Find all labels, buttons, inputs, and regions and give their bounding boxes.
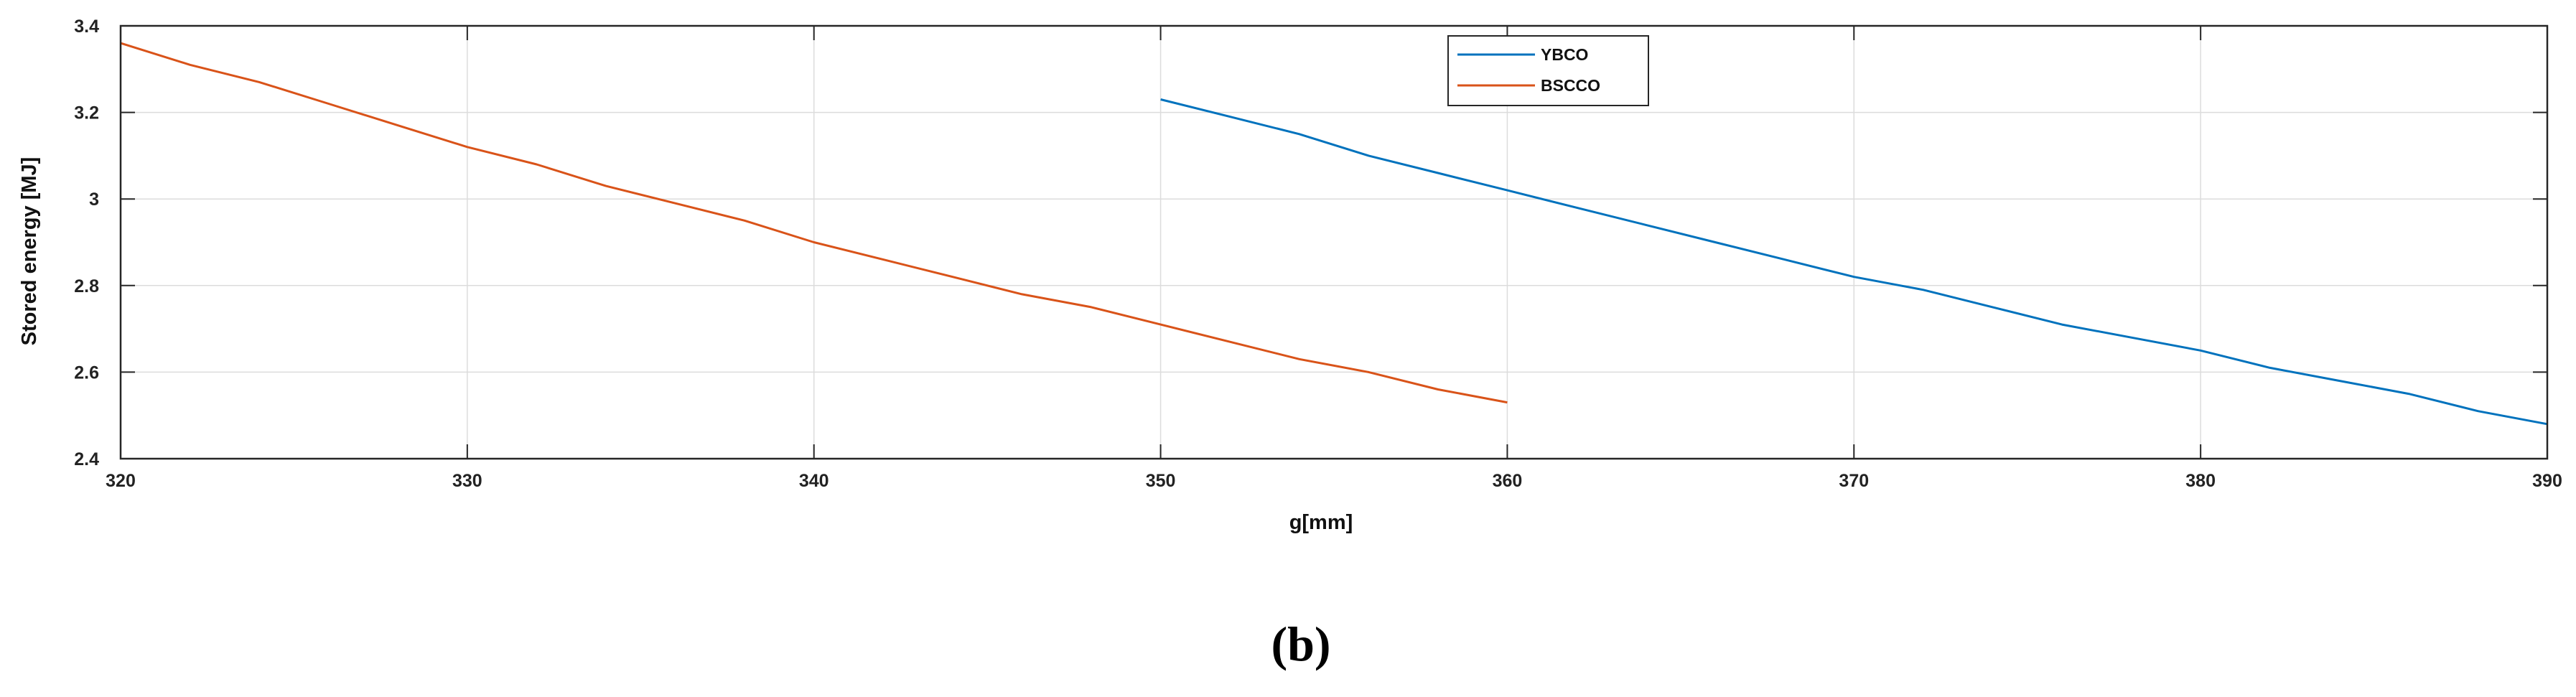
y-tick-label: 3.4 [74, 17, 99, 37]
plot-frame [119, 24, 2549, 460]
legend-label-ybco: YBCO [1541, 45, 1588, 64]
series-line-ybco [1160, 98, 2548, 426]
y-tick-label: 2.8 [74, 276, 99, 296]
y-axis-label: Stored energy [MJ] [18, 157, 41, 346]
y-tick-label: 3 [89, 190, 99, 210]
x-tick-label: 350 [1146, 471, 1176, 491]
x-tick-label: 340 [799, 471, 829, 491]
y-tick-label: 3.2 [74, 103, 99, 123]
tick-labels: 320 330 340 350 360 370 380 390 2.4 2.6 2.8 3 3.2 3.4 [74, 17, 2562, 491]
x-tick-label: 360 [1493, 471, 1523, 491]
legend-box [1447, 35, 1649, 106]
x-tick-label: 370 [1839, 471, 1869, 491]
legend-label-bscco: BSCCO [1541, 76, 1600, 95]
series-layer [120, 42, 2548, 426]
x-tick-label: 390 [2532, 471, 2562, 491]
series-line-bscco [120, 42, 1508, 404]
ticks [120, 25, 2548, 459]
x-tick-label: 320 [106, 471, 136, 491]
x-axis-label: g[mm] [1289, 511, 1353, 534]
x-tick-label: 380 [2185, 471, 2216, 491]
plot-area [121, 26, 2547, 459]
x-tick-label: 330 [452, 471, 482, 491]
legend: YBCO BSCCO [1447, 35, 1649, 106]
y-tick-label: 2.4 [74, 449, 99, 469]
y-tick-label: 2.6 [74, 362, 99, 383]
figure-caption: (b) [1271, 617, 1330, 671]
